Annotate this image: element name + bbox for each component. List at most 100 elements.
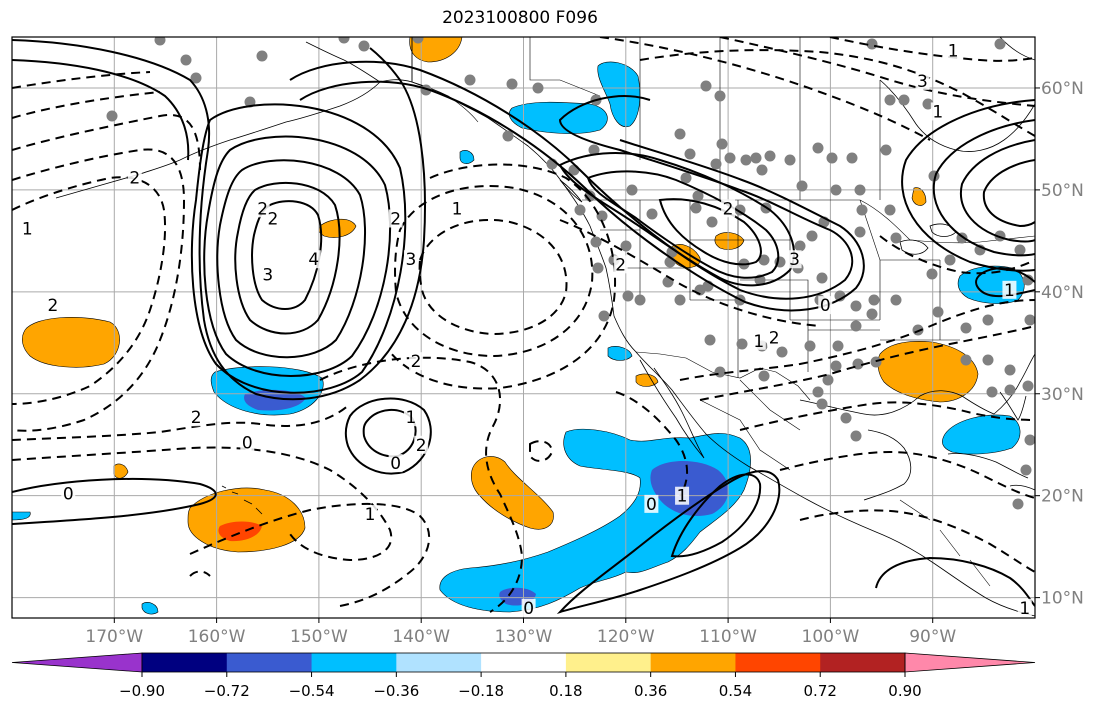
positive-anomaly-region — [911, 187, 927, 206]
colorbar-tick-label: −0.54 — [289, 682, 335, 700]
positive-anomaly-region — [470, 456, 554, 530]
contour-label: 2 — [390, 209, 401, 229]
contour-label-background — [721, 199, 736, 218]
station-dot — [1024, 314, 1035, 326]
colorbar-extend-high — [904, 652, 1036, 673]
contour-label-background — [751, 331, 766, 350]
station-dot — [634, 294, 646, 306]
contour-label: 0 — [390, 454, 401, 474]
positive-anomaly-region — [409, 37, 463, 63]
station-dot — [854, 184, 866, 196]
colorbar-segment — [820, 653, 906, 672]
longitude-tick-label: 120°W — [597, 627, 655, 647]
colorbar-segment — [481, 653, 567, 672]
station-dot — [784, 154, 796, 166]
contour-label-background — [265, 209, 280, 228]
station-dot — [506, 78, 518, 90]
contour-label-background — [388, 209, 403, 228]
station-dot — [880, 144, 892, 156]
contour-label-background — [240, 433, 255, 452]
station-dot — [960, 322, 972, 334]
station-dot — [922, 98, 934, 110]
contour-label-background — [409, 352, 424, 371]
yucatan-coast — [863, 429, 912, 501]
positive-anomaly-region — [714, 232, 745, 250]
us-mexico-border — [635, 351, 811, 401]
contour-label-background — [1002, 280, 1017, 299]
contour-lines — [12, 37, 1035, 614]
solid-contour — [289, 60, 854, 300]
dashed-contour — [12, 176, 167, 405]
latitude-tick-label: 20°N — [1041, 487, 1084, 507]
dashed-contour — [529, 440, 554, 462]
station-dot — [944, 254, 956, 266]
station-dot — [106, 110, 118, 122]
solid-contour — [299, 80, 865, 312]
station-dot — [690, 202, 702, 214]
station-dot — [994, 38, 1006, 50]
contour-label-background — [127, 168, 142, 187]
station-dot — [620, 240, 632, 252]
station-dot — [866, 308, 878, 320]
solid-contour — [344, 397, 432, 475]
contour-label: 1 — [1004, 281, 1015, 301]
station-dot — [776, 346, 788, 358]
contour-label-background — [403, 408, 418, 427]
contour-label: 3 — [262, 266, 273, 286]
colorbar-extend-low — [11, 652, 143, 673]
contour-label: 3 — [789, 250, 800, 270]
station-dot — [646, 208, 658, 220]
dashed-contour — [12, 91, 161, 119]
station-dot — [850, 300, 862, 312]
contour-label: 0 — [63, 485, 74, 505]
hispaniola-coast — [1009, 484, 1035, 491]
station-dot — [710, 158, 722, 170]
latitude-tick-label: 10°N — [1041, 589, 1084, 609]
dashed-contour — [615, 391, 688, 497]
station-dot — [926, 268, 938, 280]
station-dot — [532, 82, 544, 94]
latitude-tick-label: 30°N — [1041, 385, 1084, 405]
latitude-tick-label: 50°N — [1041, 181, 1084, 201]
station-dot — [592, 262, 604, 274]
station-dot — [1020, 464, 1032, 476]
contour-label: 2 — [129, 169, 140, 189]
station-dot — [1004, 384, 1016, 396]
solid-contour — [234, 181, 341, 335]
station-dot — [598, 310, 610, 322]
longitude-tick-label: 170°W — [85, 627, 143, 647]
contour-label: 1 — [22, 220, 33, 240]
station-dot — [704, 334, 716, 346]
dashed-contour — [679, 299, 1035, 381]
station-dot — [590, 236, 602, 248]
contour-label-background — [1017, 598, 1032, 617]
solid-contour — [959, 139, 1035, 243]
colorbar-tick-label: −0.18 — [458, 682, 504, 700]
colorbar-tick-label: 0.18 — [549, 682, 582, 700]
station-dot — [854, 226, 866, 238]
colorbar-tick-label: 0.72 — [804, 682, 837, 700]
dashed-contour — [418, 218, 568, 336]
longitude-tick-label: 150°W — [290, 627, 348, 647]
station-dot — [850, 320, 862, 332]
dashed-contour — [639, 49, 1035, 137]
longitude-tick-label: 160°W — [188, 627, 246, 647]
contour-label-background — [414, 435, 429, 454]
contour-label-background — [767, 328, 782, 347]
alaska-canada-border — [411, 37, 479, 123]
station-dot — [700, 80, 712, 92]
colorbar-tick-label: −0.90 — [119, 682, 165, 700]
contour-label: 2 — [416, 436, 427, 456]
contour-label-background — [787, 250, 802, 269]
cuba-coast — [947, 453, 1029, 479]
station-dot — [1024, 434, 1035, 446]
station-dot — [832, 340, 844, 352]
station-dot — [764, 150, 776, 162]
gulf-of-mexico-coast — [799, 353, 1035, 416]
station-dot — [1022, 274, 1034, 286]
dashed-contour — [12, 148, 186, 432]
station-dot — [796, 180, 808, 192]
contour-label: 2 — [723, 199, 734, 219]
